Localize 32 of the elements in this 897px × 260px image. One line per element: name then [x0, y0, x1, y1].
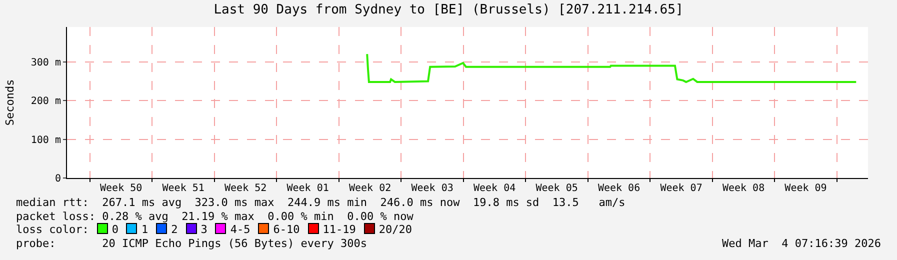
x-tick-label: Week 05	[536, 183, 578, 194]
text: packet loss: 0.28 % avg 21.19 % max 0.00 % min 0.00 % now	[16, 210, 414, 222]
x-tick-label: Week 03	[411, 183, 454, 194]
x-tick-label: Week 51	[162, 183, 204, 194]
text: 2	[171, 223, 178, 236]
text: Wed Mar 4 07:16:39 2026	[722, 236, 881, 250]
x-tick-label: Week 50	[100, 183, 142, 194]
x-tick-label: Week 01	[286, 183, 329, 194]
x-tick-label: Week 52	[224, 183, 267, 194]
y-tick-label: 100 m	[30, 134, 61, 146]
x-tick-label: Week 06	[598, 183, 640, 194]
text: 11-19	[322, 223, 356, 236]
text: loss color:	[16, 223, 89, 236]
text: 6-10	[273, 223, 300, 236]
text: probe: 20 ICMP Echo Pings (56 Bytes) every 300s	[16, 236, 367, 250]
line-series	[366, 53, 858, 83]
text: 0	[112, 223, 118, 236]
chart-title: Last 90 Days from Sydney to [BE] (Brussels) [207.211.214.65]	[214, 2, 684, 18]
text: median rtt: 267.1 ms avg 323.0 ms max 244.9 ms min 246.0 ms now 19.8 ms sd 13.5 am/s	[16, 196, 626, 209]
text: 4-5	[230, 223, 250, 236]
x-tick-label: Week 04	[473, 183, 516, 194]
y-axis-title: Seconds	[4, 79, 17, 126]
x-tick-label: Week 09	[784, 183, 827, 194]
x-tick-label: Week 08	[722, 183, 765, 194]
text: 1	[141, 223, 148, 236]
y-tick-label: 0	[54, 174, 61, 184]
x-tick-label: Week 07	[660, 183, 702, 194]
text: 3	[200, 223, 208, 236]
y-tick-label: 300 m	[30, 57, 61, 68]
x-tick-label: Week 02	[348, 183, 392, 194]
y-tick-label: 200 m	[30, 96, 61, 108]
text: 20/20	[378, 223, 412, 236]
